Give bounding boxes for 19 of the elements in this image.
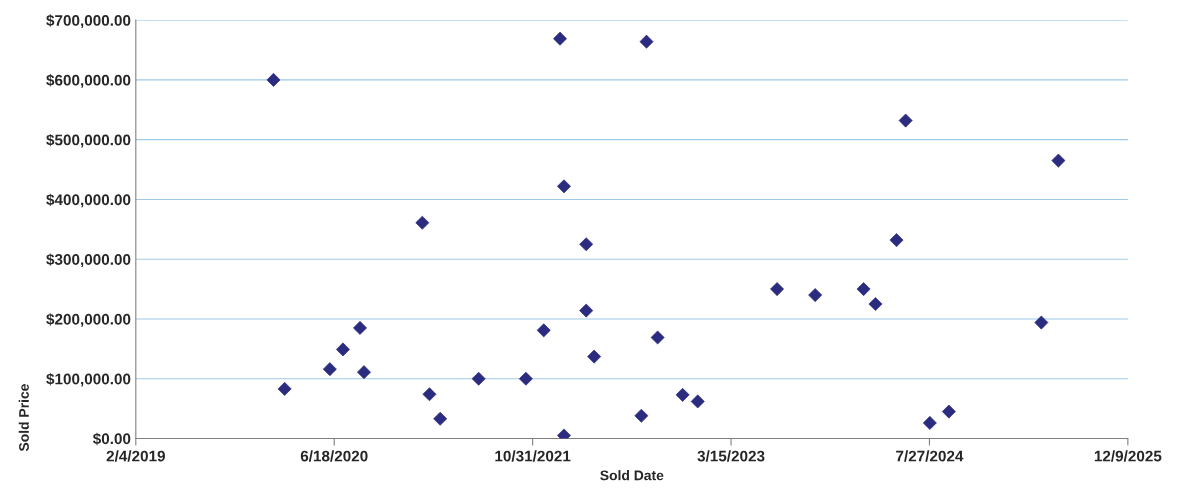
x-tick-label: 12/9/2025	[1094, 450, 1162, 462]
x-tick-label: 2/4/2019	[106, 450, 165, 462]
y-axis-title: Sold Price	[18, 384, 29, 452]
y-tick-label: $0.00	[92, 432, 131, 446]
y-tick-label: $200,000.00	[46, 313, 131, 327]
y-tick-label: $300,000.00	[46, 253, 131, 268]
x-tick-label: 3/15/2023	[697, 450, 765, 462]
x-tick-label: 6/18/2020	[300, 450, 368, 462]
y-tick-label: $700,000.00	[46, 14, 131, 29]
x-axis-title: Sold Date	[600, 470, 664, 481]
point	[856, 282, 871, 297]
point	[266, 72, 281, 87]
y-tick-label: $100,000.00	[46, 372, 131, 387]
x-tick-label: 7/27/2024	[896, 450, 964, 462]
point	[868, 297, 883, 311]
x-tick-label: 10/31/2021	[495, 450, 571, 462]
y-tick-label: $600,000.00	[46, 74, 131, 88]
y-tick-label: $500,000.00	[46, 133, 131, 148]
y-tick-label: $400,000.00	[46, 193, 131, 208]
